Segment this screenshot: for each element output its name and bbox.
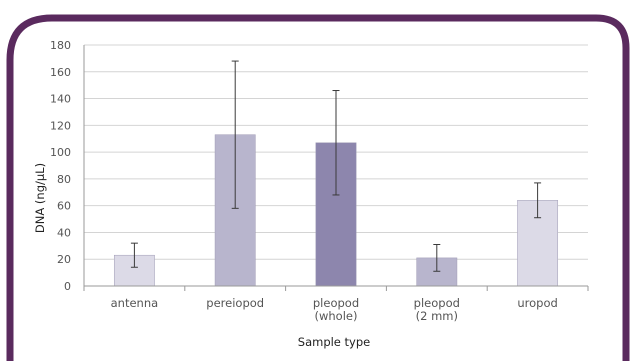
error-bars (130, 60, 542, 272)
y-tick-label: 160 (50, 66, 71, 79)
x-tick-label: antenna (111, 296, 159, 310)
y-tick-label: 40 (57, 226, 71, 239)
x-tick-label: (2 mm) (416, 309, 458, 323)
x-tick-label: uropod (517, 296, 557, 310)
y-tick-label: 100 (50, 146, 71, 159)
x-category-labels: antenna pereiopod pleopod(whole)pleopod(2 … (111, 296, 558, 323)
x-tick-label: pleopod (414, 296, 460, 310)
axes (83, 45, 589, 291)
y-tick-label: 140 (50, 93, 71, 106)
y-tick-label: 180 (50, 39, 71, 52)
x-tick-label: (whole) (315, 309, 358, 323)
y-tick-label: 20 (57, 253, 71, 266)
x-axis-title: Sample type (298, 335, 370, 349)
x-tick-label: pereiopod (206, 296, 264, 310)
y-tick-label: 80 (57, 173, 71, 186)
y-tick-labels: 0 20 40 60 80 100 120 140 160 180 (50, 39, 71, 293)
frame-border (6, 14, 630, 361)
y-tick-label: 120 (50, 119, 71, 132)
y-axis-title: DNA (ng/µL) (33, 163, 47, 233)
y-tick-label: 60 (57, 200, 71, 213)
y-tick-label: 0 (64, 280, 71, 293)
x-tick-label: pleopod (313, 296, 359, 310)
